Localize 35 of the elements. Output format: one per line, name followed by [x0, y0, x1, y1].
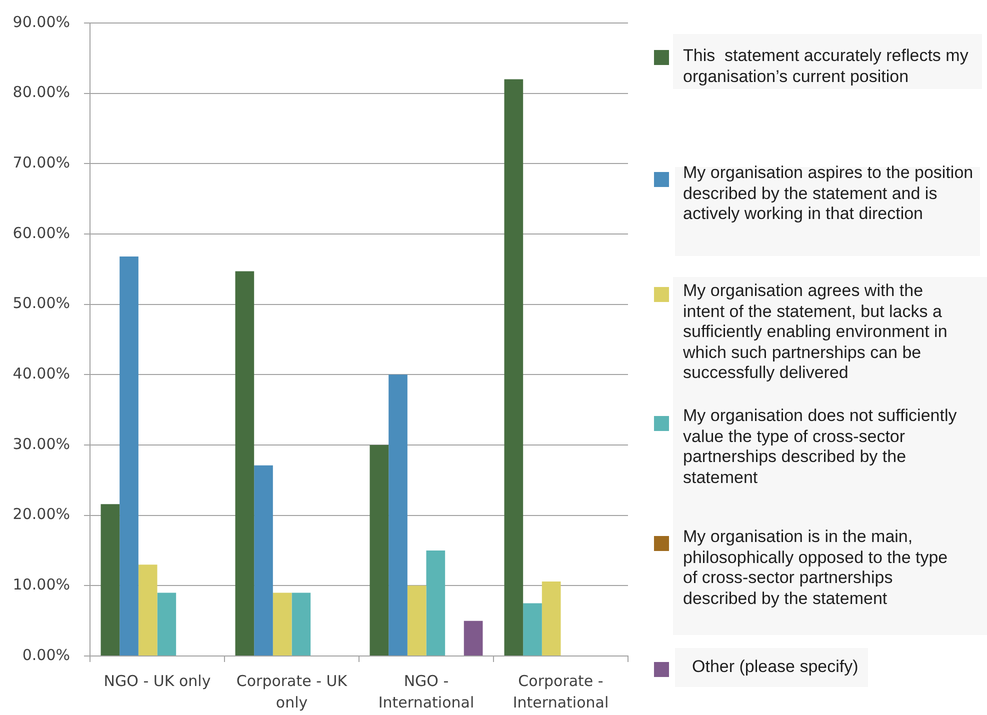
- legend-label: This statement accurately reflects my organisation’s current position: [683, 46, 970, 87]
- x-tick-label: Corporate - International: [512, 672, 609, 712]
- bar: [464, 620, 483, 656]
- y-tick-label: 0.00%: [22, 646, 70, 664]
- bar: [100, 504, 120, 656]
- y-tick-label: 80.00%: [12, 83, 70, 102]
- x-tick-label: NGO - UK only: [104, 672, 211, 690]
- bar: [407, 586, 426, 656]
- bar: [542, 581, 561, 656]
- bar: [504, 79, 524, 656]
- x-tick-label: NGO - International: [378, 672, 474, 712]
- y-tick-label: 40.00%: [12, 364, 70, 383]
- y-tick-label: 70.00%: [12, 154, 70, 172]
- y-tick-label: 60.00%: [12, 224, 70, 242]
- y-tick-label: 90.00%: [12, 12, 70, 31]
- legend-label: My organisation agrees with the intent of the statement, but lacks a sufficiently enabling environment in which such partnerships can be successfully delivered: [683, 281, 948, 384]
- bar: [235, 271, 254, 656]
- bar: [272, 592, 292, 656]
- y-tick-label: 50.00%: [12, 294, 70, 312]
- bar: [292, 592, 311, 656]
- bar: [426, 550, 446, 656]
- bar: [120, 256, 138, 656]
- bar: [157, 592, 176, 656]
- y-tick-label: 20.00%: [12, 505, 70, 524]
- y-tick-label: 30.00%: [12, 434, 70, 453]
- legend-label: Other (please specify): [692, 657, 858, 678]
- bar: [370, 445, 389, 656]
- bar: [138, 564, 158, 656]
- legend-label: My organisation does not sufficiently value the type of cross-sector partnerships described by the statement: [683, 406, 958, 488]
- y-tick-label: 10.00%: [12, 576, 70, 594]
- legend-label: My organisation is in the main, philosophically opposed to the type of cross-sector partnerships described by the statement: [683, 527, 949, 609]
- legend-label: My organisation aspires to the position described by the statement and is actively working in that direction: [683, 163, 974, 224]
- bar: [388, 374, 408, 656]
- x-tick-label: Corporate - UK only: [236, 672, 348, 712]
- bar: [254, 465, 273, 656]
